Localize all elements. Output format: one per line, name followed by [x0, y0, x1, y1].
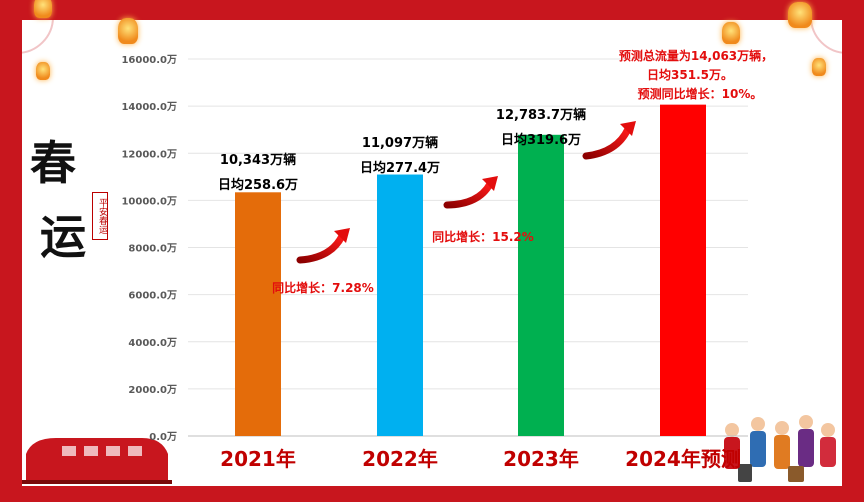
travelers-illustration	[724, 415, 836, 482]
forecast-note-line: 预测总流量为14,063万辆，	[619, 48, 773, 63]
growth-rate-label: 同比增长：15.2%	[432, 229, 534, 244]
y-tick-label: 14000.0万	[121, 101, 177, 113]
y-tick-label: 16000.0万	[121, 54, 177, 66]
logo-char-chun: 春	[30, 136, 76, 190]
y-tick-label: 10000.0万	[121, 195, 177, 207]
x-tick-label: 2021年	[220, 447, 296, 471]
forecast-note-line: 日均351.5万。	[647, 67, 733, 82]
y-tick-label: 8000.0万	[128, 243, 177, 255]
growth-arrow-icon	[443, 180, 494, 209]
y-tick-label: 6000.0万	[128, 290, 177, 302]
lantern-icon	[118, 18, 138, 44]
bar-daily-label: 日均277.4万	[360, 160, 440, 176]
bar	[518, 134, 564, 437]
x-tick-label: 2024年预测	[625, 447, 741, 471]
growth-arrow-icon	[582, 125, 632, 160]
bar-total-label: 12,783.7万辆	[496, 107, 586, 123]
logo-seal: 平安春运	[92, 192, 108, 240]
growth-arrow-icon	[296, 232, 346, 264]
growth-rate-label: 同比增长：7.28%	[272, 280, 374, 295]
y-tick-label: 2000.0万	[128, 384, 177, 396]
lantern-icon	[788, 2, 812, 28]
lantern-icon	[722, 22, 740, 44]
bar-total-label: 11,097万辆	[362, 135, 438, 151]
y-tick-label: 4000.0万	[128, 337, 177, 349]
train-silhouette	[22, 438, 172, 484]
bar-daily-label: 日均319.6万	[501, 132, 581, 148]
bar	[235, 192, 281, 436]
spring-festival-logo: 春 运 平安春运	[30, 140, 130, 280]
growth-arrow-head-icon	[334, 228, 350, 243]
bar-daily-label: 日均258.6万	[218, 177, 298, 193]
x-tick-label: 2023年	[503, 447, 579, 471]
bar	[377, 174, 423, 437]
lantern-icon	[34, 0, 52, 18]
y-tick-label: 12000.0万	[121, 148, 177, 160]
x-tick-label: 2022年	[362, 447, 438, 471]
forecast-note-line: 预测同比增长：10%。	[638, 86, 763, 101]
growth-arrow-head-icon	[620, 121, 636, 136]
bar	[660, 104, 706, 436]
lantern-icon	[36, 62, 50, 80]
y-tick-label: 0.0万	[149, 431, 177, 443]
bar-total-label: 10,343万辆	[220, 152, 296, 168]
growth-arrow-head-icon	[482, 176, 498, 191]
lantern-icon	[812, 58, 826, 76]
logo-char-yun: 运	[40, 210, 86, 264]
